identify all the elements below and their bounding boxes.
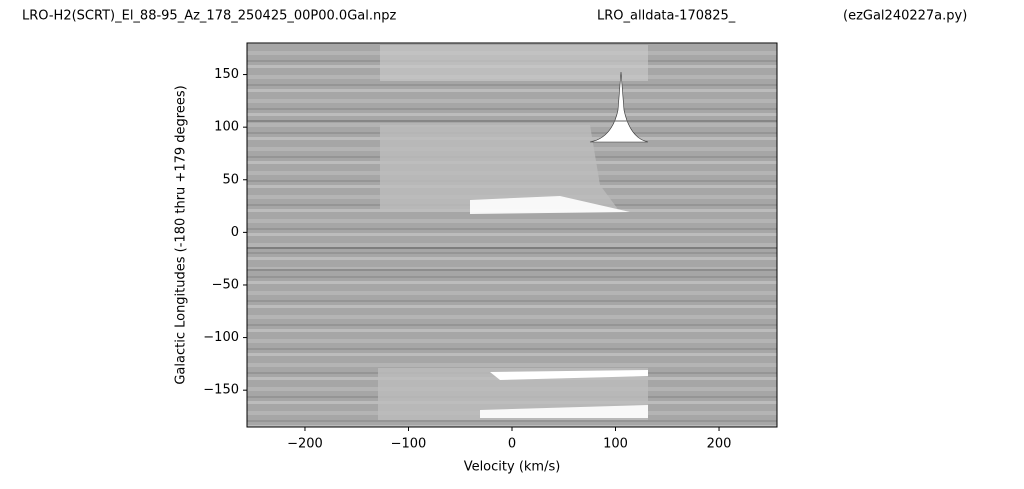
x-axis-label: Velocity (km/s) — [464, 460, 561, 475]
chart-title: LRO_alldata-170825_ — [597, 9, 736, 24]
y-tick-label: 50 — [222, 172, 239, 187]
image-area — [247, 43, 777, 427]
x-tick-label: −200 — [287, 437, 323, 452]
chart-title: (ezGal240227a.py) — [843, 9, 967, 24]
y-tick-label: −150 — [203, 383, 239, 398]
y-tick-label: 150 — [214, 67, 239, 82]
y-axis-label: Galactic Longitudes (-180 thru +179 degr… — [174, 85, 189, 384]
x-tick-label: −100 — [391, 437, 427, 452]
chart-title: LRO-H2(SCRT)_El_88-95_Az_178_250425_00P0… — [22, 9, 396, 24]
x-tick-label: 0 — [508, 437, 516, 452]
x-tick-label: 200 — [707, 437, 732, 452]
y-tick-label: 100 — [214, 120, 239, 135]
x-tick-label: 100 — [603, 437, 628, 452]
y-tick-label: 0 — [231, 225, 239, 240]
y-tick-label: −50 — [212, 277, 239, 292]
y-tick-label: −100 — [203, 330, 239, 345]
